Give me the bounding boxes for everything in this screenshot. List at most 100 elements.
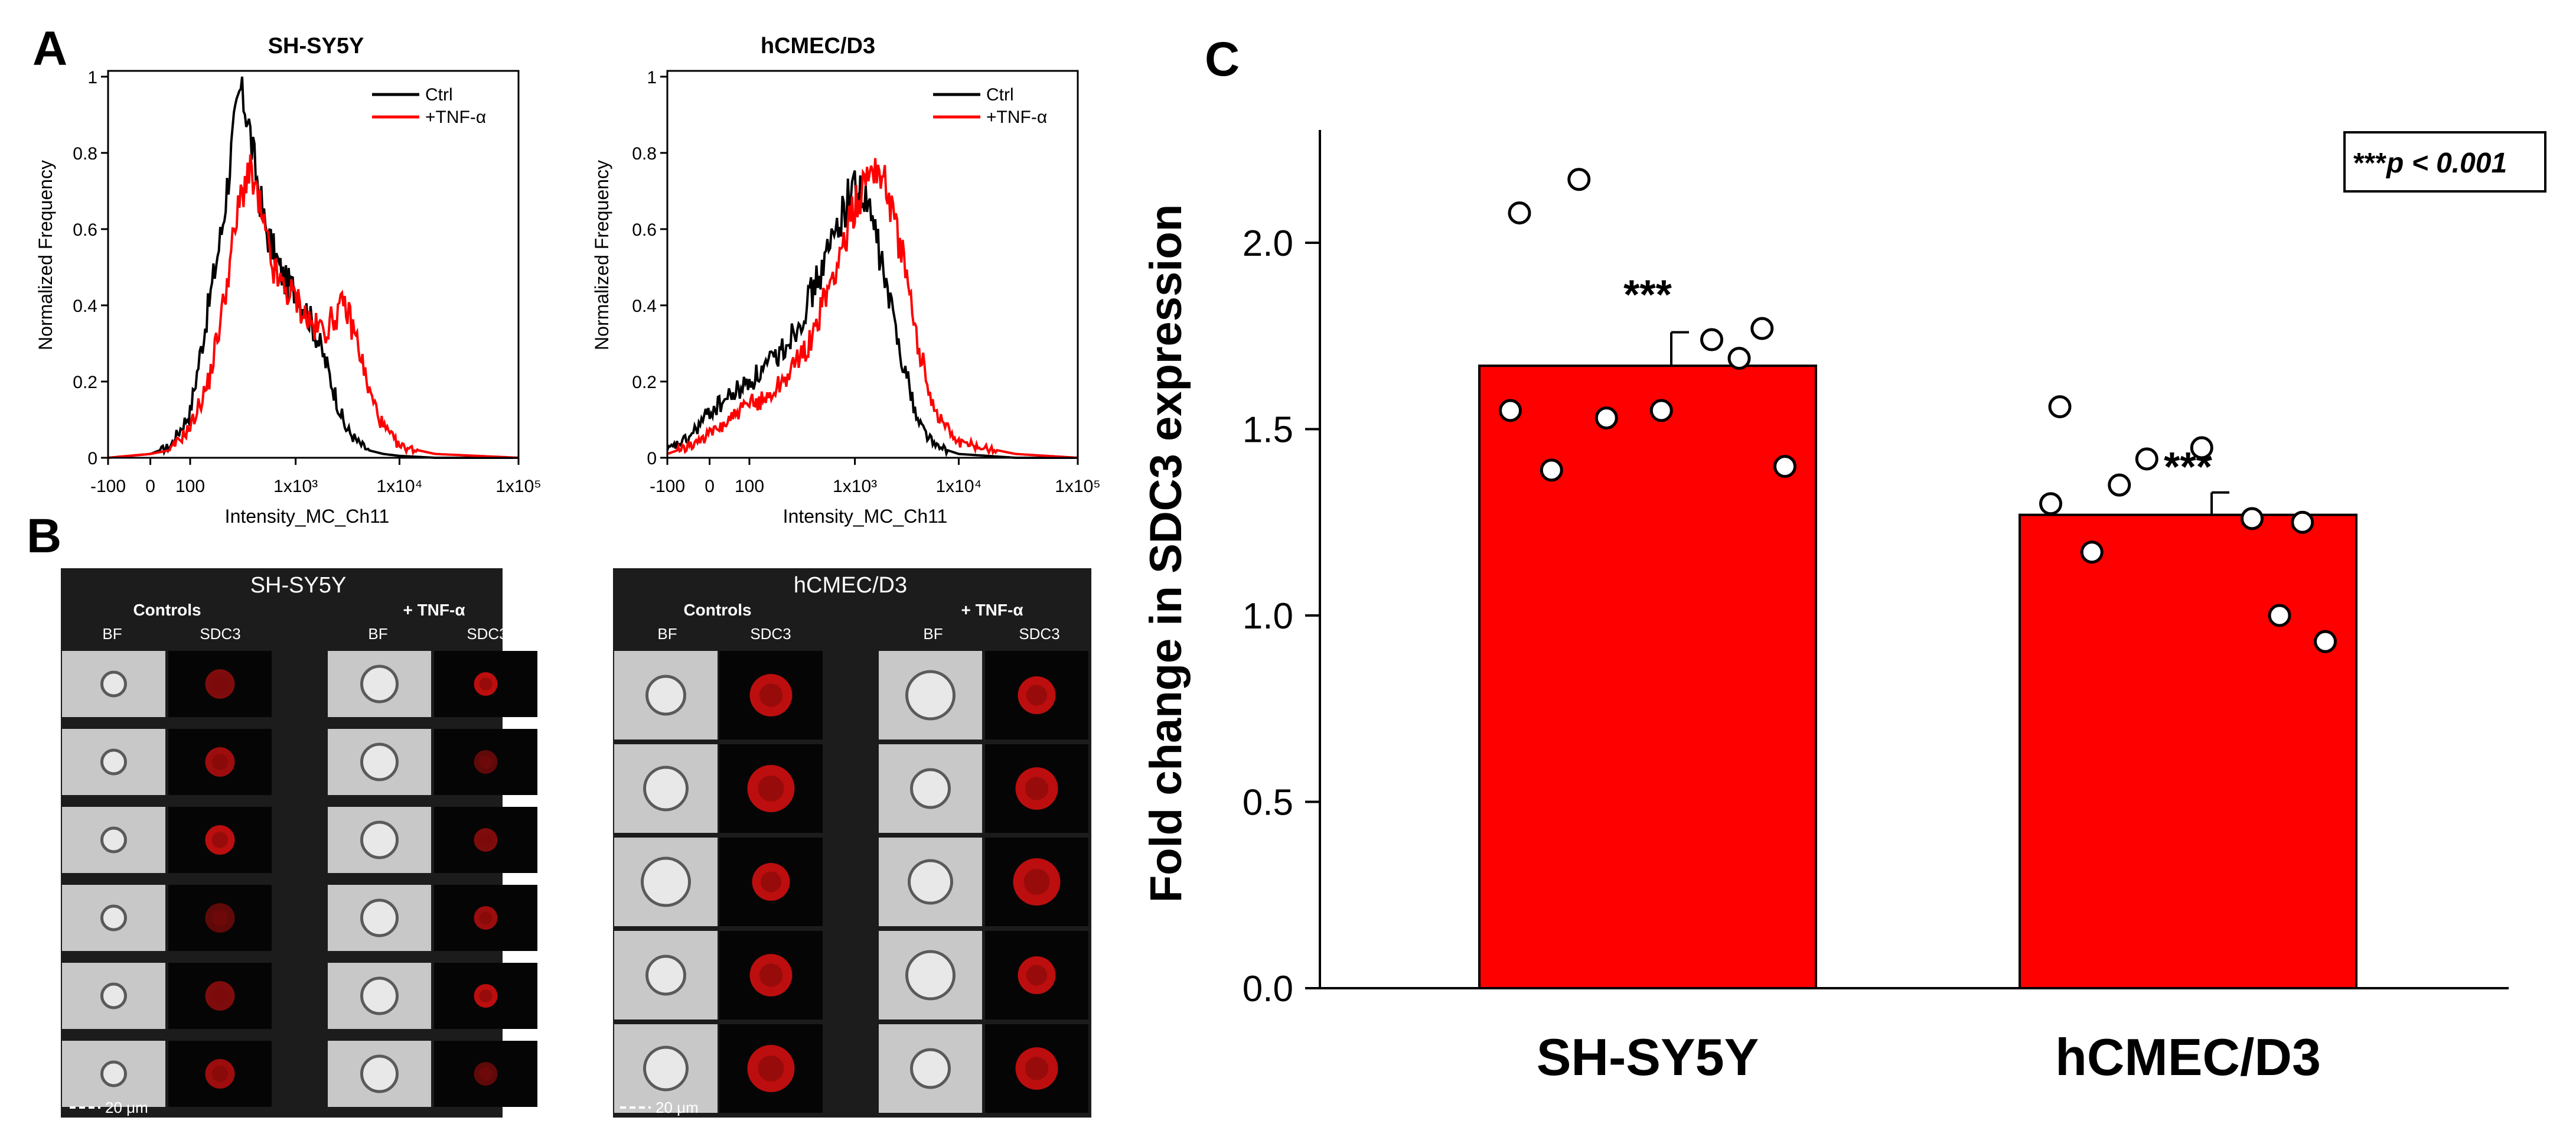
histogram-tnf-line bbox=[667, 158, 1078, 459]
bf-cell bbox=[100, 982, 127, 1009]
sdc3-cell-core bbox=[1025, 1057, 1049, 1080]
y-tick-label: 1 bbox=[87, 68, 97, 87]
data-point bbox=[1700, 328, 1723, 351]
sdc3-cell-core bbox=[1026, 685, 1048, 706]
data-point bbox=[2291, 510, 2314, 534]
data-point bbox=[2048, 395, 2072, 419]
sdc3-cell-core bbox=[760, 871, 782, 893]
sdc3-cell-core bbox=[758, 776, 784, 802]
significance-legend-box bbox=[2343, 131, 2546, 193]
sdc3-cell-core bbox=[1023, 869, 1050, 895]
sdc3-cell-core bbox=[211, 988, 229, 1004]
x-tick-label: 1x10³ bbox=[833, 477, 877, 496]
y-tick-label: 0.4 bbox=[73, 297, 97, 316]
sdc3-cell-core bbox=[479, 911, 493, 924]
histogram-frame bbox=[666, 70, 1079, 459]
histogram-xticks: -100 0 100 1x10³ 1x10⁴ 1x10⁵ bbox=[90, 458, 542, 496]
bf-cell bbox=[643, 1045, 689, 1092]
category-label-sh-sy5y: SH-SY5Y bbox=[1537, 1028, 1759, 1086]
channel-label-bf: BF bbox=[923, 625, 943, 643]
histogram-hcmec: hCMEC/D3 Normalized Frequency 0 0.2 0.4 0.6… bbox=[591, 34, 1101, 527]
y-tick-label: 0 bbox=[87, 449, 97, 468]
bf-cell bbox=[100, 826, 127, 854]
bf-cell bbox=[100, 904, 127, 931]
histogram-sh-sy5y: SH-SY5Y Normalized Frequency 00.20.40.60… bbox=[35, 34, 542, 527]
data-point bbox=[2314, 630, 2337, 653]
channel-label-sdc3: SDC3 bbox=[1019, 625, 1059, 643]
bf-cell bbox=[100, 748, 127, 776]
sdc3-cell-core bbox=[479, 678, 493, 690]
bf-cell bbox=[360, 898, 399, 937]
sdc3-cell-core bbox=[211, 754, 229, 770]
x-tick-label: 1x10⁵ bbox=[1055, 477, 1101, 496]
y-tick-label: 0.2 bbox=[73, 373, 97, 392]
bf-cell bbox=[910, 1048, 951, 1089]
data-point bbox=[1540, 458, 1563, 482]
sdc3-cell-core bbox=[479, 989, 493, 1002]
data-point bbox=[1727, 347, 1751, 370]
x-tick-label: 100 bbox=[175, 477, 205, 496]
x-tick-label: 0 bbox=[145, 477, 155, 496]
histogram-ylabel: Normalized Frequency bbox=[591, 160, 612, 350]
bf-cell bbox=[905, 670, 956, 721]
data-point bbox=[2190, 436, 2213, 460]
scale-bar-label: 20 μm bbox=[656, 1099, 699, 1116]
histogram-ctrl-line bbox=[107, 76, 519, 459]
image-panel-title: hCMEC/D3 bbox=[794, 573, 907, 598]
legend-ctrl-label: Ctrl bbox=[986, 85, 1014, 105]
group-label-tnf: + TNF-α bbox=[961, 601, 1023, 619]
data-point bbox=[2135, 447, 2158, 471]
data-point bbox=[1750, 317, 1774, 340]
sdc3-cell-core bbox=[759, 683, 783, 707]
bf-cell bbox=[643, 766, 689, 812]
legend-ctrl-label: Ctrl bbox=[425, 85, 453, 105]
x-tick-label: -100 bbox=[90, 477, 126, 496]
group-label-tnf: + TNF-α bbox=[403, 601, 465, 619]
image-panel-hcmec: hCMEC/D3 Controls + TNF-α BF SDC3 BF SDC… bbox=[613, 568, 1091, 1118]
bf-cell bbox=[645, 675, 686, 716]
histogram-ctrl-line bbox=[666, 170, 1078, 459]
channel-label-bf: BF bbox=[657, 625, 677, 643]
bf-cell bbox=[910, 768, 951, 809]
x-tick-label: 1x10⁴ bbox=[935, 477, 982, 496]
histogram-title: hCMEC/D3 bbox=[761, 34, 875, 58]
channel-label-sdc3: SDC3 bbox=[200, 625, 240, 643]
channel-label-bf: BF bbox=[102, 625, 122, 643]
cell-image-grid bbox=[614, 651, 1088, 1113]
data-point bbox=[2108, 473, 2131, 497]
category-label-hcmec: hCMEC/D3 bbox=[2055, 1028, 2321, 1086]
y-tick-label: 0.8 bbox=[632, 144, 657, 164]
x-tick-label: 0 bbox=[705, 477, 715, 496]
sdc3-cell-core bbox=[479, 833, 493, 846]
x-tick-label: -100 bbox=[650, 477, 685, 496]
y-tick-label: 0.2 bbox=[632, 373, 657, 392]
sdc3-cell-core bbox=[759, 963, 783, 987]
channel-label-sdc3: SDC3 bbox=[467, 625, 507, 643]
y-tick-label: 0.0 bbox=[1243, 969, 1293, 1009]
data-point bbox=[2080, 540, 2104, 564]
image-panel-sh-sy5y: SH-SY5Y Controls + TNF-α BF SDC3 BF SDC3… bbox=[61, 568, 537, 1118]
histogram-tnf-line bbox=[107, 154, 519, 459]
histogram-yticks: 0 0.2 0.4 0.6 0.8 1 bbox=[632, 68, 667, 468]
bf-cell bbox=[360, 665, 399, 703]
sdc3-cell-core bbox=[1025, 777, 1049, 800]
sdc3-cell-core bbox=[758, 1056, 784, 1082]
y-tick-label: 0.8 bbox=[73, 144, 97, 164]
legend-tnf-label: +TNF-α bbox=[425, 108, 486, 127]
histogram-ylabel: Normalized Frequency bbox=[35, 160, 56, 350]
image-panel-title: SH-SY5Y bbox=[250, 573, 347, 598]
channel-label-bf: BF bbox=[368, 625, 387, 643]
bf-cell bbox=[360, 742, 399, 781]
sdc3-cell-core bbox=[479, 755, 493, 768]
significance-stars: *** bbox=[1623, 271, 1672, 317]
panel-label-b: B bbox=[27, 509, 61, 563]
bf-cell bbox=[360, 976, 399, 1015]
bf-cell bbox=[641, 856, 691, 907]
y-tick-label: 1 bbox=[647, 68, 657, 87]
data-point bbox=[1649, 399, 1673, 422]
bar-chart-yticks: 0.0 0.5 1.0 1.5 2.0 bbox=[1243, 223, 1320, 1009]
bar-chart-ylabel: Fold change in SDC3 expression bbox=[1141, 204, 1191, 903]
y-tick-label: 0.6 bbox=[73, 220, 97, 240]
bar-chart-bars: ****** bbox=[1478, 168, 2357, 989]
histogram-frame bbox=[107, 70, 520, 459]
